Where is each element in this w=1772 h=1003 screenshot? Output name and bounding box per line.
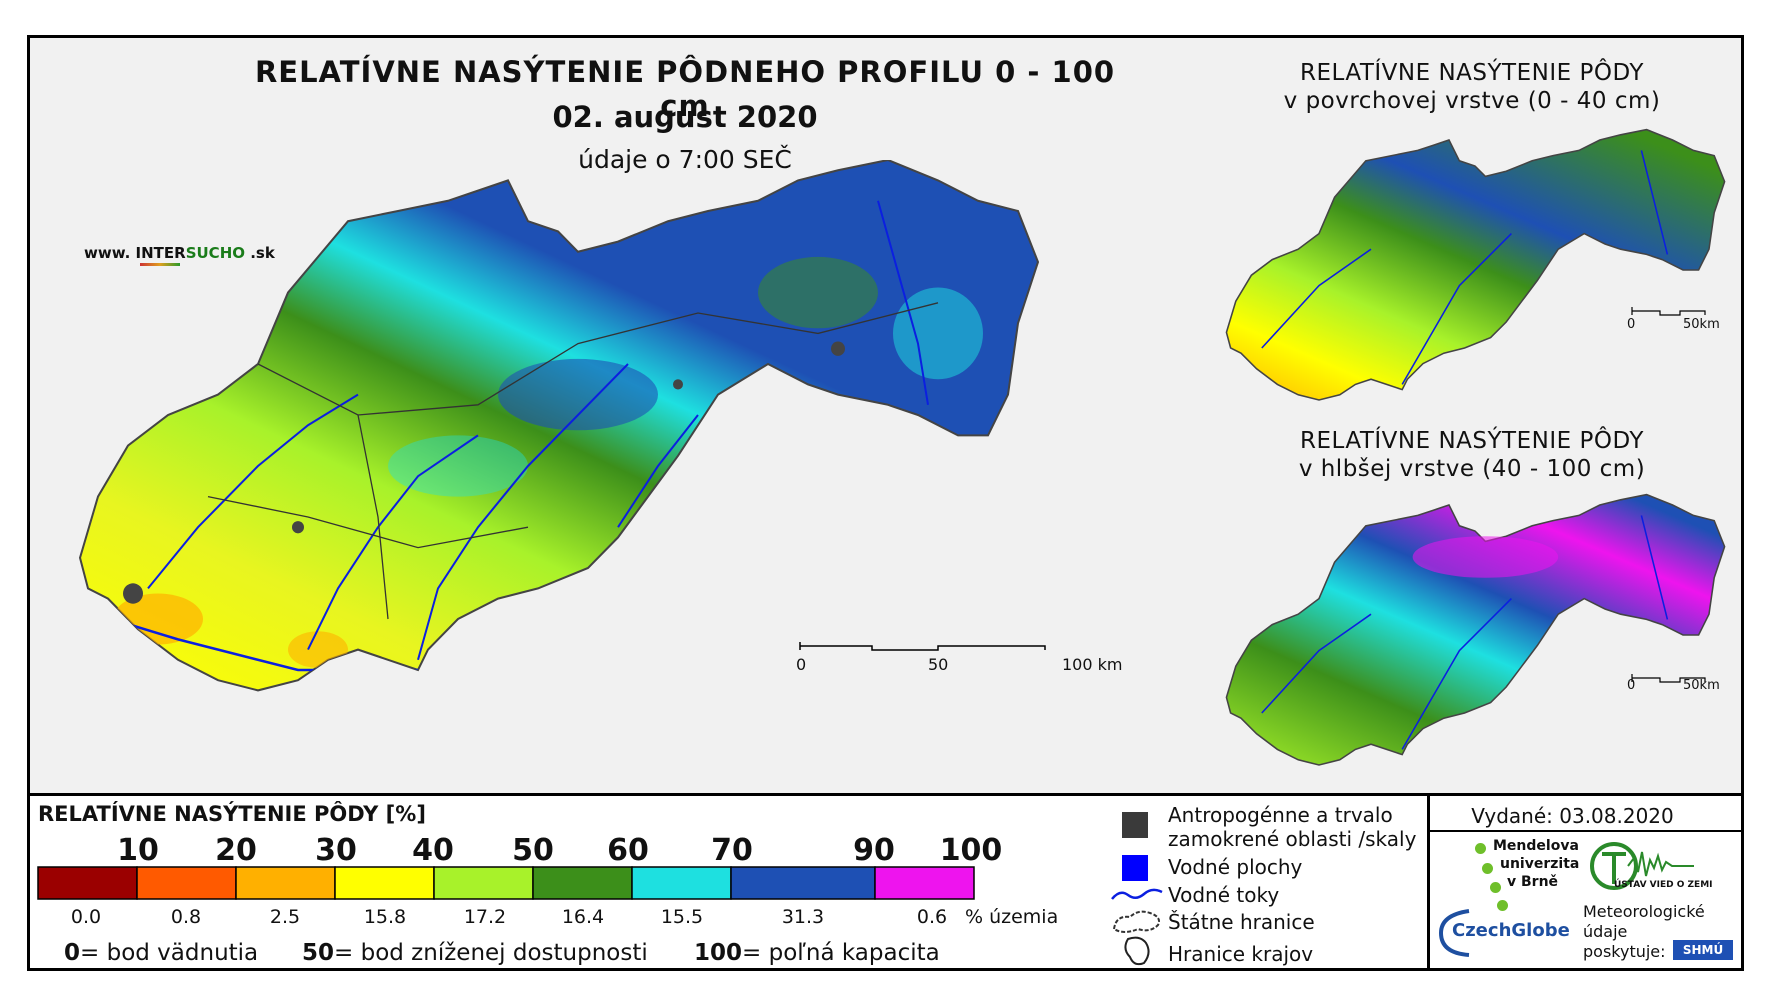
inset-bottom-title-1: RELATÍVNE NASÝTENIE PÔDY bbox=[1300, 428, 1644, 454]
legend-color-cell-3 bbox=[334, 866, 435, 900]
legend-color-cell-1 bbox=[136, 866, 237, 900]
definition-reduced: 50= bod zníženej dostupnosti bbox=[302, 940, 648, 966]
meteo-line-3: poskytuje: bbox=[1583, 942, 1666, 961]
scalebar-0: 0 bbox=[796, 655, 807, 674]
map-title: RELATÍVNE NASÝTENIE PÔDNEHO PROFILU 0 - … bbox=[254, 55, 1116, 123]
legend-color-cell-6 bbox=[631, 866, 732, 900]
region-border-symbol bbox=[1124, 936, 1150, 966]
legend-tick-90: 90 bbox=[853, 833, 895, 868]
mendel-dot-4 bbox=[1497, 900, 1508, 911]
anthropogenic-symbol bbox=[1122, 812, 1148, 838]
inset-bottom-scale-50: 50km bbox=[1683, 678, 1720, 693]
river-symbol bbox=[1111, 888, 1163, 900]
mendel-dot-3 bbox=[1490, 882, 1501, 893]
legend-tick-10: 10 bbox=[117, 833, 159, 868]
inset-top-scale-0: 0 bbox=[1627, 317, 1636, 332]
legend-tick-60: 60 bbox=[607, 833, 649, 868]
legend-color-cell-8 bbox=[874, 866, 975, 900]
legend-pct-4: 17.2 bbox=[463, 906, 507, 928]
inset-bottom-map bbox=[1225, 493, 1726, 766]
definition-reduced-value: 50 bbox=[302, 940, 335, 966]
website-highlight: SUCHO bbox=[185, 244, 245, 262]
legend-tick-20: 20 bbox=[215, 833, 257, 868]
legend-color-cell-7 bbox=[730, 866, 876, 900]
legend-color-cell-2 bbox=[235, 866, 336, 900]
map-date: 02. august 2020 bbox=[552, 100, 818, 134]
mendel-line-1: Mendelova bbox=[1493, 838, 1579, 854]
website-prefix: www. INTER bbox=[84, 244, 186, 262]
legend-pct-unit: % územia bbox=[965, 906, 1059, 928]
legend-tick-50: 50 bbox=[512, 833, 554, 868]
mendel-dot-1 bbox=[1475, 843, 1486, 854]
map-time: údaje o 7:00 SEČ bbox=[578, 145, 792, 174]
legend-tick-100: 100 bbox=[939, 833, 1003, 868]
main-scalebar bbox=[799, 642, 1046, 651]
region-border-label: Hranice krajov bbox=[1168, 942, 1314, 966]
definition-capacity: 100= poľná kapacita bbox=[694, 940, 940, 966]
mendel-dot-2 bbox=[1482, 863, 1493, 874]
legend-divider bbox=[1427, 793, 1430, 971]
meteo-line-2: údaje bbox=[1583, 922, 1628, 941]
legend-pct-8: 0.6 bbox=[916, 906, 948, 928]
inset-bottom-title-2: v hlbšej vrstve (40 - 100 cm) bbox=[1298, 456, 1646, 482]
czechglobe-logo: CzechGlobe bbox=[1452, 920, 1570, 941]
legend-color-cell-4 bbox=[433, 866, 534, 900]
meteo-line-1: Meteorologické bbox=[1583, 902, 1705, 921]
legend-color-cell-0 bbox=[37, 866, 138, 900]
legend-pct-3: 15.8 bbox=[363, 906, 407, 928]
legend-title: RELATÍVNE NASÝTENIE PÔDY [%] bbox=[38, 802, 426, 826]
website-suffix: .sk bbox=[245, 244, 275, 262]
anthropogenic-label-2: zamokrené oblasti /skaly bbox=[1168, 827, 1417, 851]
issued-date: Vydané: 03.08.2020 bbox=[1471, 804, 1674, 828]
issued-divider bbox=[1427, 830, 1744, 832]
inset-top-scale-50: 50km bbox=[1683, 317, 1720, 332]
website-underline bbox=[140, 263, 180, 266]
state-border-label: Štátne hranice bbox=[1168, 910, 1315, 934]
anthropogenic-label-1: Antropogénne a trvalo bbox=[1168, 803, 1393, 827]
ustav-logo bbox=[1590, 842, 1694, 890]
website-link[interactable]: www. INTERSUCHO .sk bbox=[84, 244, 275, 266]
legend-pct-7: 31.3 bbox=[781, 906, 825, 928]
inset-top-title-2: v povrchovej vrstve (0 - 40 cm) bbox=[1283, 88, 1661, 114]
shmu-logo: SHMÚ bbox=[1673, 940, 1733, 960]
mendel-line-3: v Brně bbox=[1507, 874, 1559, 890]
definition-wilting: 0= bod vädnutia bbox=[64, 940, 258, 966]
legend-tick-40: 40 bbox=[412, 833, 454, 868]
main-map bbox=[78, 160, 1040, 692]
definition-capacity-value: 100 bbox=[694, 940, 743, 966]
inset-top-map bbox=[1225, 128, 1726, 401]
legend-pct-2: 2.5 bbox=[269, 906, 301, 928]
legend-pct-0: 0.0 bbox=[70, 906, 102, 928]
inset-top-scalebar bbox=[1631, 307, 1706, 316]
definition-wilting-value: 0 bbox=[64, 940, 81, 966]
legend-pct-6: 15.5 bbox=[660, 906, 704, 928]
water-area-symbol bbox=[1122, 855, 1148, 881]
legend-tick-70: 70 bbox=[711, 833, 753, 868]
legend-colorbar bbox=[37, 866, 975, 900]
legend-pct-5: 16.4 bbox=[561, 906, 605, 928]
definition-wilting-text: = bod vädnutia bbox=[80, 940, 259, 966]
definition-reduced-text: = bod zníženej dostupnosti bbox=[334, 940, 648, 966]
czechglobe-swoosh-icon bbox=[1438, 909, 1470, 957]
legend-pct-1: 0.8 bbox=[170, 906, 202, 928]
inset-top-title-1: RELATÍVNE NASÝTENIE PÔDY bbox=[1300, 60, 1644, 86]
scalebar-100: 100 km bbox=[1062, 655, 1123, 674]
ustav-label: ÚSTAV VIED O ZEMI bbox=[1614, 880, 1713, 890]
water-area-label: Vodné plochy bbox=[1168, 855, 1303, 879]
mendel-line-2: univerzita bbox=[1500, 856, 1580, 872]
legend-tick-30: 30 bbox=[315, 833, 357, 868]
inset-bottom-scale-0: 0 bbox=[1627, 678, 1636, 693]
definition-capacity-text: = poľná kapacita bbox=[742, 940, 940, 966]
river-label: Vodné toky bbox=[1168, 883, 1280, 907]
legend-color-cell-5 bbox=[532, 866, 633, 900]
inset-bottom-scalebar bbox=[1631, 674, 1706, 683]
state-border-symbol bbox=[1112, 910, 1160, 933]
scalebar-50: 50 bbox=[928, 655, 949, 674]
